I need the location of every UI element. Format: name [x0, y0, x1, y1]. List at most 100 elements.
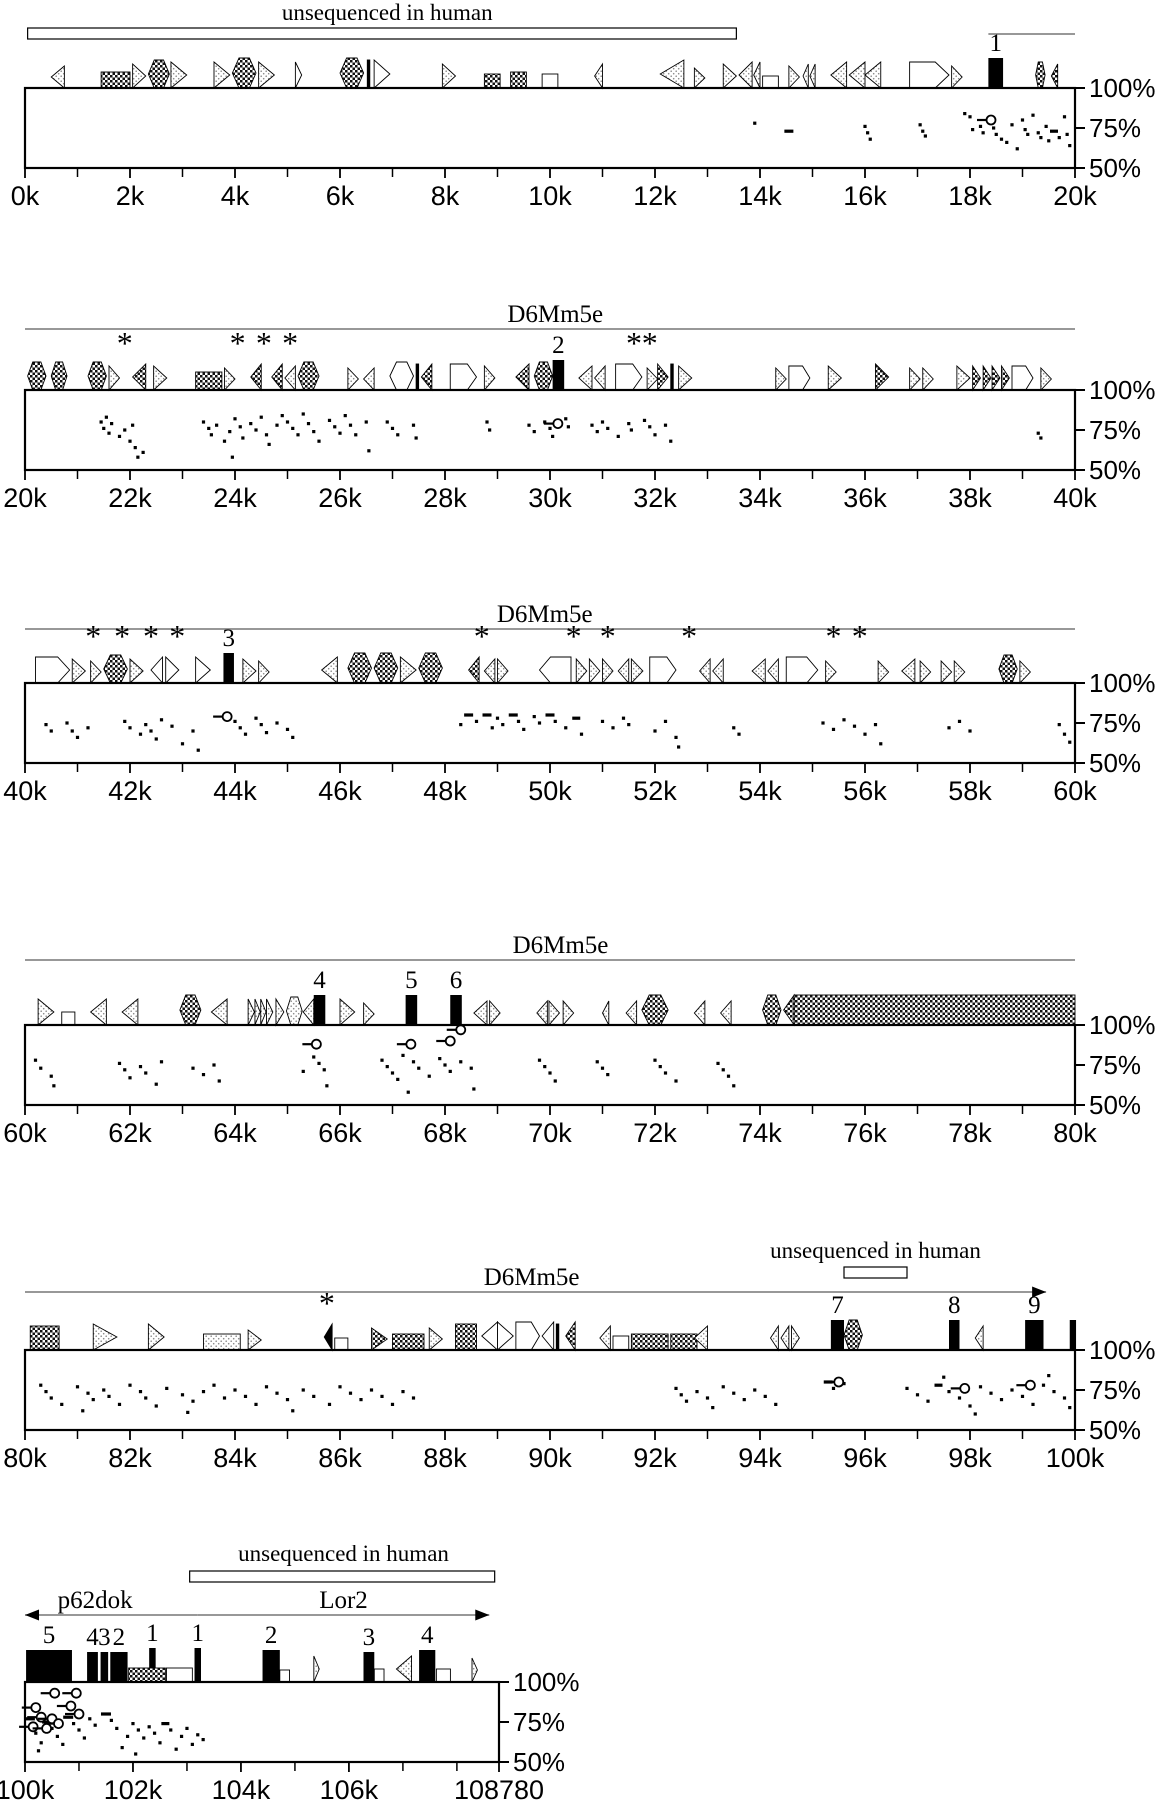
repeats-track: [29, 1319, 984, 1352]
x-tick-label: 60k: [1053, 776, 1097, 806]
unsequenced-bar: [27, 27, 737, 40]
x-axis: 80k 82k 84k 86k 88k 90k 92k 94k 96k 98k 100k: [3, 1430, 1105, 1473]
x-tick-label: 78k: [948, 1118, 992, 1148]
cpg-markers: [213, 711, 233, 722]
x-tick-label: 40k: [3, 776, 47, 806]
y-tick-label: 75%: [1089, 415, 1141, 445]
exon-box: [87, 1652, 98, 1682]
asterisk-marker: *: [143, 618, 159, 654]
asterisk-marker: *: [230, 325, 246, 361]
x-axis: 100k 102k 104k 106k 108780: [0, 1762, 544, 1800]
x-tick-label: 60k: [3, 1118, 47, 1148]
asterisk-marker: *: [826, 618, 842, 654]
x-tick-label: 36k: [843, 483, 887, 513]
asterisk-marker: *: [852, 618, 868, 654]
x-tick-label: 80k: [1053, 1118, 1097, 1148]
exon-box: [262, 1650, 280, 1682]
x-tick-label: 24k: [213, 483, 257, 513]
x-tick-label: 34k: [738, 483, 782, 513]
x-tick-label: 56k: [843, 776, 887, 806]
exon-box: [1069, 1320, 1077, 1350]
unsequenced-label: unsequenced in human: [238, 1545, 449, 1566]
asterisk-marker: *: [282, 325, 298, 361]
x-tick-label: 106k: [320, 1775, 379, 1800]
x-tick-label: 104k: [212, 1775, 271, 1800]
asterisk-marker: *: [117, 325, 133, 361]
exon-number: 4: [86, 1624, 99, 1651]
gene-track: D6Mm5e 4 5 6: [25, 932, 1075, 1025]
x-tick-label: 100k: [0, 1775, 55, 1800]
x-tick-label: 68k: [423, 1118, 467, 1148]
x-tick-label: 64k: [213, 1118, 257, 1148]
repeats-track: [50, 57, 1059, 90]
gene-name: D6Mm5e: [497, 601, 593, 628]
scatter-dots: [44, 713, 1072, 752]
exon-number: 3: [363, 1624, 376, 1651]
exon-box: [988, 58, 1004, 88]
x-tick-label: 94k: [738, 1443, 782, 1473]
y-axis: 100% 75% 50%: [1075, 1335, 1156, 1445]
x-tick-label: 96k: [843, 1443, 887, 1473]
x-tick-label: 48k: [423, 776, 467, 806]
asterisk-marker: *: [256, 325, 272, 361]
gene-arrow-left: [25, 1609, 39, 1621]
exon-number: 2: [113, 1624, 126, 1651]
exon-box: [830, 1320, 844, 1350]
x-tick-label: 18k: [948, 181, 992, 211]
cpg-markers: [977, 114, 997, 126]
asterisk-marker: *: [474, 618, 490, 654]
x-axis: 0k 2k 4k 6k 8k 10k 12k 14k 16k 18k 20k: [11, 168, 1097, 211]
exon-box: [194, 1648, 201, 1682]
asterisk-marker: *: [319, 1285, 335, 1321]
exon-number: 1: [146, 1620, 159, 1647]
exon-number: 4: [421, 1622, 434, 1649]
x-axis: 40k 42k 44k 46k 48k 50k 52k 54k 56k 58k 60k: [3, 763, 1097, 806]
cpg-markers: [302, 1024, 467, 1050]
exon-number: 2: [552, 332, 565, 359]
y-tick-label: 75%: [1089, 708, 1141, 738]
x-tick-label: 44k: [213, 776, 257, 806]
x-tick-label: 52k: [633, 776, 677, 806]
exon-number: 6: [450, 967, 463, 994]
scatter-dots: [99, 412, 1043, 459]
x-tick-label: 42k: [108, 776, 152, 806]
y-tick-label: 100%: [1089, 1335, 1156, 1365]
repeats-track: [35, 652, 1031, 685]
exon-number: 8: [948, 1292, 961, 1319]
pip-panel-2: D6Mm5e 2 * * * * * * 100% 75% 50% 20k 22k 24k 26k 28k 30…: [0, 295, 1162, 590]
y-axis: 100% 75% 50%: [1075, 375, 1156, 485]
plot-box: [23, 1348, 1077, 1432]
asterisk-marker: *: [114, 618, 130, 654]
exon-box: [419, 1650, 436, 1682]
gene-name: Lor2: [319, 1587, 368, 1614]
cpg-markers: [543, 418, 564, 430]
x-tick-label: 62k: [108, 1118, 152, 1148]
exon-box: [450, 995, 462, 1025]
x-tick-label: 12k: [633, 181, 677, 211]
asterisk-marker: *: [566, 618, 582, 654]
unsequenced-label: unsequenced in human: [282, 0, 493, 25]
plot-box: [23, 1023, 1077, 1107]
repeats-track: [37, 993, 1076, 1027]
gene-arrow-right: [1032, 1286, 1047, 1298]
gene-name: p62dok: [58, 1587, 134, 1614]
scatter-dots: [25, 1712, 205, 1756]
y-tick-label: 50%: [1089, 455, 1141, 485]
scatter-dots: [753, 112, 1072, 151]
exon-box: [363, 1652, 375, 1682]
x-tick-label: 82k: [108, 1443, 152, 1473]
x-tick-label: 80k: [3, 1443, 47, 1473]
exon-number: 1: [989, 30, 1002, 57]
exon-box: [149, 1648, 156, 1682]
x-tick-label: 100k: [1046, 1443, 1105, 1473]
y-axis: 100% 75% 50%: [1075, 1010, 1156, 1120]
pip-panel-3: D6Mm5e 3 * * * * * * * * * * 100% 75% 50% 40k 42k 44k 46k 4…: [0, 590, 1162, 930]
x-tick-label: 92k: [633, 1443, 677, 1473]
exon-box: [223, 653, 234, 683]
y-tick-label: 75%: [1089, 1375, 1141, 1405]
x-tick-label: 102k: [104, 1775, 163, 1800]
gene-track: D6Mm5e 2: [25, 301, 1075, 390]
x-tick-label: 108780: [454, 1775, 544, 1800]
y-tick-label: 50%: [1089, 153, 1141, 183]
